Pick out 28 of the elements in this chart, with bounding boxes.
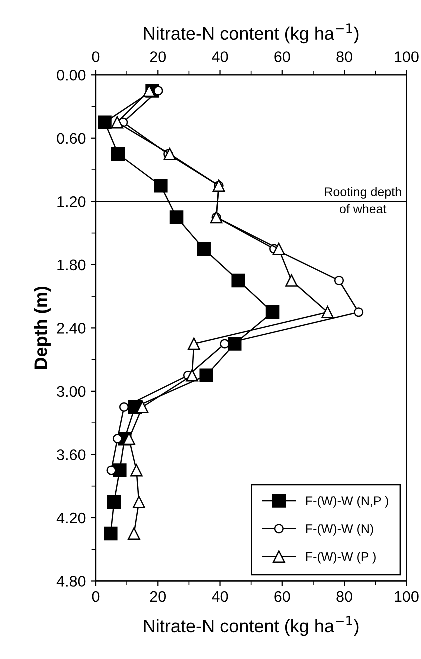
legend-label: F-(W)-W (N) [306, 524, 374, 536]
y-tick-label: 3.60 [57, 450, 86, 460]
y-tick-label: 4.20 [56, 512, 86, 524]
x-tick-label: 100 [395, 591, 419, 602]
x-tick-label: 60 [274, 591, 290, 602]
x2-tick-label: 20 [150, 52, 166, 62]
x-tick-label: 40 [212, 591, 228, 602]
y-tick-label: 1.80 [58, 260, 86, 271]
x2-tick-label: 40 [212, 52, 228, 62]
y-axis-title: Depth (m) [34, 286, 51, 370]
ref-line-label: Rooting depth of wheat [325, 187, 402, 214]
x2-axis-title: Nitrate-N content (kg ha$^{−1}$) [144, 24, 359, 44]
y-tick-label: 0.00 [57, 70, 86, 81]
x2-tick-label: 80 [336, 52, 352, 62]
x2-tick-label: 60 [274, 52, 290, 62]
x-tick-label: 0 [92, 591, 100, 602]
legend-label: F-(W)-W (P ) [306, 552, 376, 564]
legend-label: F-(W)-W (N,P ) [306, 496, 388, 508]
y-tick-label: 1.20 [58, 196, 86, 208]
x2-tick-label: 0 [92, 52, 100, 62]
y-tick-label: 3.00 [57, 386, 86, 398]
x-tick-label: 20 [150, 591, 166, 602]
y-tick-label: 0.60 [57, 133, 86, 144]
y-tick-label: 4.80 [56, 576, 86, 587]
x-axis-title: Nitrate-N content (kg ha$^{−1}$) [144, 616, 359, 636]
x-tick-label: 80 [336, 591, 352, 602]
x2-tick-label: 100 [395, 52, 419, 62]
y-tick-label: 2.40 [57, 323, 86, 334]
